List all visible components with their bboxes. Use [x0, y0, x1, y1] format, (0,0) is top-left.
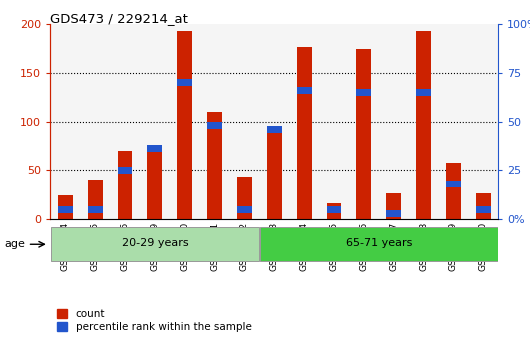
Bar: [386, 210, 401, 217]
Bar: [207, 122, 222, 129]
FancyBboxPatch shape: [260, 227, 498, 261]
Bar: [147, 146, 162, 152]
Bar: [237, 177, 252, 219]
Bar: [297, 87, 312, 94]
Bar: [177, 31, 192, 219]
Bar: [87, 180, 103, 219]
Text: 20-29 years: 20-29 years: [121, 238, 188, 248]
Bar: [416, 31, 431, 219]
Bar: [446, 180, 461, 187]
Text: age: age: [4, 239, 25, 249]
Bar: [476, 206, 491, 213]
Text: 65-71 years: 65-71 years: [346, 238, 412, 248]
Bar: [386, 193, 401, 219]
Bar: [326, 204, 341, 219]
Bar: [297, 47, 312, 219]
Bar: [237, 206, 252, 213]
Bar: [58, 206, 73, 213]
Bar: [446, 162, 461, 219]
FancyBboxPatch shape: [51, 227, 259, 261]
Bar: [356, 49, 372, 219]
Text: GDS473 / 229214_at: GDS473 / 229214_at: [50, 12, 188, 25]
Bar: [118, 167, 132, 174]
Bar: [326, 206, 341, 213]
Bar: [58, 195, 73, 219]
Bar: [87, 206, 103, 213]
Bar: [356, 89, 372, 96]
Bar: [267, 126, 282, 133]
Bar: [416, 89, 431, 96]
Bar: [267, 126, 282, 219]
Bar: [207, 112, 222, 219]
Bar: [177, 79, 192, 86]
Bar: [476, 193, 491, 219]
Legend: count, percentile rank within the sample: count, percentile rank within the sample: [53, 305, 256, 336]
Bar: [118, 151, 132, 219]
Bar: [147, 148, 162, 219]
